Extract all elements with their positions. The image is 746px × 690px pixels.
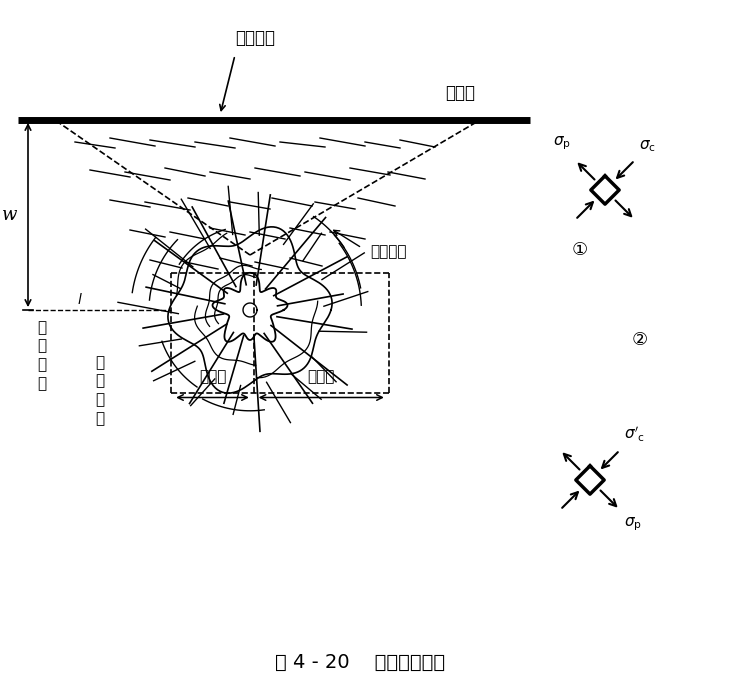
Text: ①: ①: [572, 241, 588, 259]
Text: $\sigma'_\mathrm{c}$: $\sigma'_\mathrm{c}$: [624, 425, 645, 444]
Text: 爆破漏斗: 爆破漏斗: [235, 29, 275, 47]
Text: $\sigma_\mathrm{p}$: $\sigma_\mathrm{p}$: [554, 135, 571, 152]
Text: $\sigma_\mathrm{c}$: $\sigma_\mathrm{c}$: [639, 139, 656, 154]
Text: 粉碎区: 粉碎区: [199, 369, 226, 384]
Text: $\sigma_\mathrm{p}$: $\sigma_\mathrm{p}$: [624, 516, 642, 533]
Text: 图 4 - 20    爆炸碎岩机理: 图 4 - 20 爆炸碎岩机理: [275, 653, 445, 671]
Text: 拉断裂缝: 拉断裂缝: [370, 244, 407, 259]
Text: $l$: $l$: [77, 293, 83, 308]
Text: w: w: [2, 206, 18, 224]
Text: 环
向
裂
缝: 环 向 裂 缝: [95, 355, 104, 426]
Text: 径
向
裂
缝: 径 向 裂 缝: [37, 320, 46, 391]
Text: 自由面: 自由面: [445, 84, 475, 102]
Text: ②: ②: [632, 331, 648, 349]
Text: 破碎区: 破碎区: [307, 369, 335, 384]
